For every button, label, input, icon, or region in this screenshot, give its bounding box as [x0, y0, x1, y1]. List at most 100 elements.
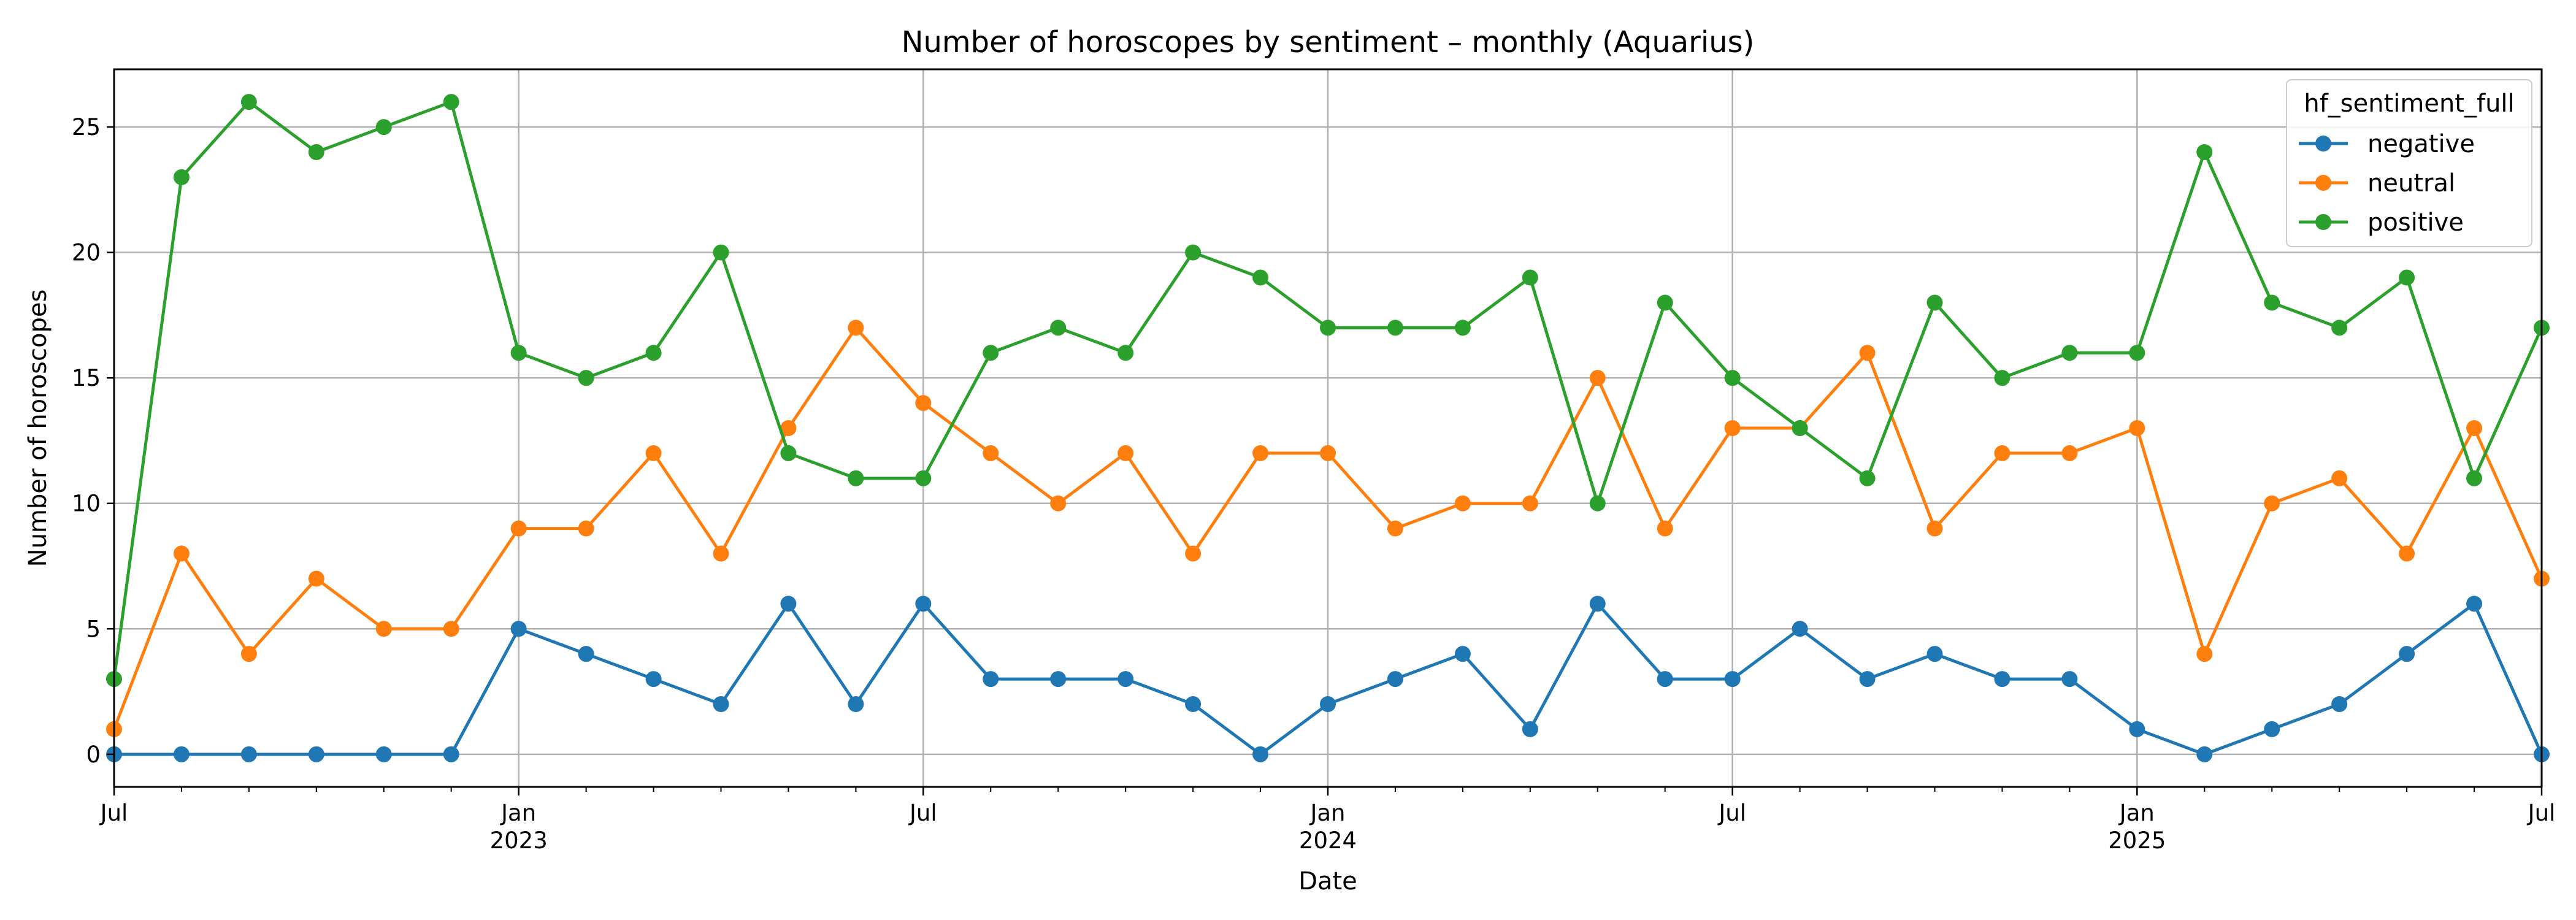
- data-point-negative: [1387, 671, 1403, 688]
- data-point-positive: [1926, 294, 1943, 311]
- data-point-negative: [780, 596, 797, 612]
- data-point-positive: [1724, 370, 1741, 386]
- data-point-positive: [2196, 144, 2213, 160]
- data-point-neutral: [1926, 520, 1943, 537]
- data-point-neutral: [780, 420, 797, 436]
- data-point-positive: [510, 345, 527, 361]
- data-point-neutral: [2331, 470, 2348, 486]
- x-tick-label: Jul: [908, 800, 937, 826]
- data-point-negative: [2331, 696, 2348, 712]
- data-point-neutral: [1454, 495, 1471, 512]
- data-point-neutral: [1522, 495, 1538, 512]
- data-point-positive: [1994, 370, 2011, 386]
- x-tick-label: Jan: [2118, 800, 2155, 826]
- data-point-negative: [1252, 746, 1269, 762]
- data-point-negative: [1117, 671, 1134, 688]
- data-point-positive: [1859, 470, 1876, 486]
- series-positive: [106, 94, 2550, 688]
- data-point-negative: [1522, 721, 1538, 737]
- legend-marker-positive: [2315, 214, 2331, 230]
- data-point-neutral: [1050, 495, 1067, 512]
- legend-label-positive: positive: [2367, 209, 2464, 237]
- legend-title: hf_sentiment_full: [2304, 90, 2514, 118]
- data-point-negative: [915, 596, 932, 612]
- data-point-negative: [983, 671, 999, 688]
- data-point-neutral: [915, 395, 932, 412]
- grid-lines: [113, 69, 2543, 787]
- data-point-neutral: [308, 570, 324, 587]
- data-point-negative: [1792, 621, 1808, 637]
- data-point-positive: [2331, 320, 2348, 336]
- data-point-negative: [1994, 671, 2011, 688]
- data-point-positive: [1522, 269, 1538, 286]
- data-point-positive: [1589, 495, 1606, 512]
- data-point-negative: [1926, 646, 1943, 662]
- data-point-neutral: [578, 520, 594, 537]
- data-point-neutral: [1252, 445, 1269, 461]
- data-point-positive: [443, 94, 459, 110]
- data-point-positive: [2264, 294, 2280, 311]
- x-tick-label: Jan: [1309, 800, 1345, 826]
- legend-box: [2286, 79, 2532, 247]
- chart-title: Number of horoscopes by sentiment – mont…: [902, 25, 1755, 59]
- data-point-positive: [915, 470, 932, 486]
- data-point-negative: [2466, 596, 2483, 612]
- data-point-negative: [2399, 646, 2415, 662]
- data-point-neutral: [1589, 370, 1606, 386]
- data-point-neutral: [173, 545, 190, 562]
- x-tick-year-label: 2024: [1299, 827, 1357, 854]
- data-point-positive: [173, 169, 190, 185]
- x-tick-label: Jul: [99, 800, 128, 826]
- data-point-negative: [1724, 671, 1741, 688]
- data-point-positive: [1252, 269, 1269, 286]
- data-point-neutral: [1657, 520, 1673, 537]
- data-point-positive: [1657, 294, 1673, 311]
- data-point-neutral: [2196, 646, 2213, 662]
- data-point-positive: [578, 370, 594, 386]
- data-point-neutral: [2399, 545, 2415, 562]
- data-point-neutral: [1994, 445, 2011, 461]
- y-tick-label: 25: [72, 114, 101, 140]
- data-point-neutral: [443, 621, 459, 637]
- data-point-positive: [780, 445, 797, 461]
- data-point-negative: [2129, 721, 2145, 737]
- data-point-negative: [1859, 671, 1876, 688]
- data-point-positive: [375, 119, 392, 136]
- data-point-positive: [1454, 320, 1471, 336]
- legend-marker-negative: [2315, 136, 2331, 151]
- data-point-positive: [2129, 345, 2145, 361]
- series-negative: [106, 596, 2550, 762]
- data-point-positive: [1320, 320, 1336, 336]
- data-point-positive: [2061, 345, 2078, 361]
- data-point-negative: [713, 696, 729, 712]
- y-axis-label: Number of horoscopes: [24, 289, 52, 567]
- x-tick-label: Jan: [500, 800, 536, 826]
- data-point-positive: [2466, 470, 2483, 486]
- y-tick-label: 10: [72, 491, 101, 517]
- data-point-neutral: [713, 545, 729, 562]
- y-tick-label: 20: [72, 240, 101, 266]
- data-point-negative: [308, 746, 324, 762]
- data-point-positive: [240, 94, 257, 110]
- data-point-neutral: [2264, 495, 2280, 512]
- data-point-neutral: [1724, 420, 1741, 436]
- data-point-negative: [1185, 696, 1202, 712]
- data-point-neutral: [983, 445, 999, 461]
- data-point-negative: [2196, 746, 2213, 762]
- data-point-negative: [1657, 671, 1673, 688]
- data-point-positive: [713, 244, 729, 261]
- data-point-neutral: [2466, 420, 2483, 436]
- legend-label-negative: negative: [2367, 130, 2475, 158]
- legend: hf_sentiment_full negative neutral positiv…: [2286, 79, 2532, 247]
- data-point-negative: [2061, 671, 2078, 688]
- data-point-negative: [173, 746, 190, 762]
- data-point-neutral: [1320, 445, 1336, 461]
- data-point-positive: [1185, 244, 1202, 261]
- legend-marker-neutral: [2315, 175, 2331, 191]
- x-tick-label: Jul: [1717, 800, 1746, 826]
- data-point-positive: [2399, 269, 2415, 286]
- series-lines: [106, 94, 2550, 762]
- data-point-negative: [578, 646, 594, 662]
